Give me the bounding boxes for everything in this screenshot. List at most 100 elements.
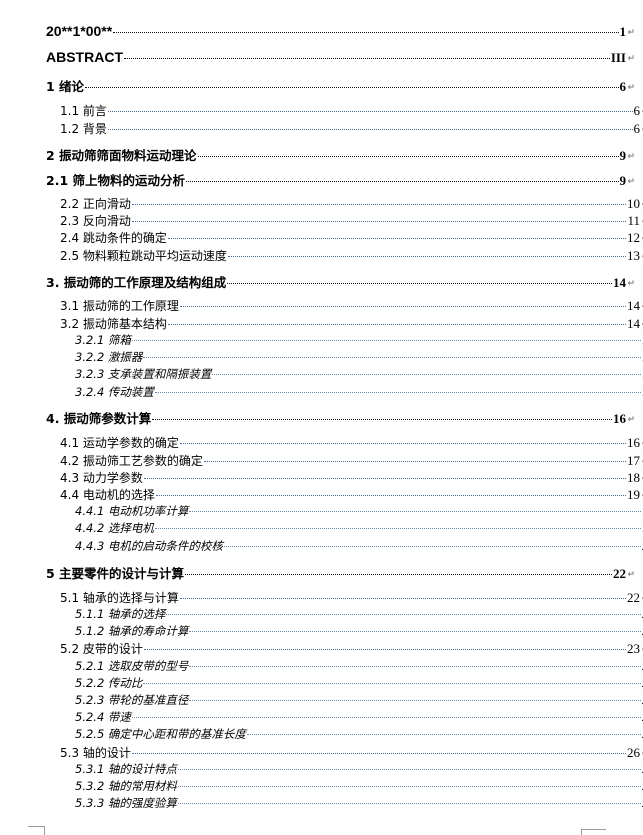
dot-leader xyxy=(186,181,619,182)
toc-entry[interactable]: 3.2.3 支承装置和隔振装置15↵ xyxy=(0,366,643,382)
toc-entry[interactable]: 4.4.1 电动机功率计算19↵ xyxy=(0,503,643,519)
toc-entry-title: 4.4 电动机的选择 xyxy=(60,488,155,502)
toc-entry[interactable]: 5 主要零件的设计与计算 22 ↵ xyxy=(0,563,635,582)
toc-entry[interactable]: 4. 振动筛参数计算 16 ↵ xyxy=(0,408,635,427)
toc-entry-title: 4.4.1 电动机功率计算 xyxy=(75,504,189,518)
toc-entry-title: 5.3.1 轴的设计特点 xyxy=(75,762,177,776)
dot-leader xyxy=(154,392,641,393)
toc-entry-title: 4. 振动筛参数计算 xyxy=(46,411,152,426)
toc-entry-title: 3.2.3 支承装置和隔振装置 xyxy=(75,367,212,381)
toc-entry-title: 5.2.3 带轮的基准直径 xyxy=(75,693,189,707)
toc-entry[interactable]: 2.3 反向滑动 11↵ xyxy=(0,212,643,229)
toc-entry[interactable]: 1 绪论 6 ↵ xyxy=(0,76,635,95)
toc-entry-title: 4.1 运动学参数的确定 xyxy=(60,436,179,450)
toc-entry-page: 22 xyxy=(627,590,640,605)
toc-entry-page: 16 xyxy=(627,435,640,450)
toc-entry-title: 5.3 轴的设计 xyxy=(60,746,131,760)
toc-entry[interactable]: 5.2.5 确定中心距和带的基准长度24↵ xyxy=(0,726,643,742)
toc-entry[interactable]: 5.1.2 轴承的寿命计算22↵ xyxy=(0,623,643,639)
dot-leader xyxy=(143,683,641,684)
toc-entry-title: 2 振动筛筛面物料运动理论 xyxy=(46,148,197,163)
toc-entry[interactable]: 20**1*00** 1 ↵ xyxy=(0,23,635,40)
toc-entry-page: 6 xyxy=(619,79,627,94)
toc-entry[interactable]: 5.2 皮带的设计 23↵ xyxy=(0,640,643,657)
toc-entry[interactable]: 2.5 物料颗粒跳动平均运动速度 13↵ xyxy=(0,247,643,264)
dot-leader xyxy=(203,461,626,462)
toc-entry[interactable]: 5.1 轴承的选择与计算 22↵ xyxy=(0,589,643,606)
toc-entry-page: 22 xyxy=(613,566,626,581)
dot-leader xyxy=(185,574,612,575)
dot-leader xyxy=(223,546,641,547)
toc-entry[interactable]: 2.4 跳动条件的确定 12↵ xyxy=(0,229,643,246)
toc-entry-page: 14 xyxy=(613,275,626,290)
dot-leader xyxy=(113,32,619,33)
toc-entry-page: 6 xyxy=(633,103,641,118)
toc-entry-page: 13 xyxy=(627,248,640,263)
toc-entry[interactable]: 4.2 振动筛工艺参数的确定 17↵ xyxy=(0,452,643,469)
toc-entry-title: 2.2 正向滑动 xyxy=(60,197,131,211)
dot-leader xyxy=(155,495,626,496)
toc-entry[interactable]: 5.3.1 轴的设计特点26↵ xyxy=(0,761,643,777)
toc-entry[interactable]: 2.2 正向滑动 10↵ xyxy=(0,195,643,212)
dot-leader xyxy=(177,769,641,770)
paragraph-mark-icon: ↵ xyxy=(627,28,635,38)
paragraph-mark-icon: ↵ xyxy=(627,152,635,162)
toc-entry[interactable]: 4.4 电动机的选择 19↵ xyxy=(0,486,643,503)
toc-entry[interactable]: 3.2.2 激振器15↵ xyxy=(0,349,643,365)
toc-entry[interactable]: 1.2 背景 6↵ xyxy=(0,120,643,137)
toc-entry[interactable]: ABSTRACT III ↵ xyxy=(0,49,635,66)
toc-entry[interactable]: 4.4.3 电机的启动条件的校核20↵ xyxy=(0,538,643,554)
toc-entry-title: 3.2.2 激振器 xyxy=(75,350,143,364)
toc-entry-page: 12 xyxy=(627,230,640,245)
dot-leader xyxy=(131,753,626,754)
toc-entry-title: 3. 振动筛的工作原理及结构组成 xyxy=(46,275,227,290)
toc-entry-title: 5.1.1 轴承的选择 xyxy=(75,607,166,621)
toc-entry[interactable]: 5.2.4 带速24↵ xyxy=(0,709,643,725)
toc-entry[interactable]: 5.2.1 选取皮带的型号23↵ xyxy=(0,658,643,674)
toc-entry[interactable]: 5.3.3 轴的强度验算26↵ xyxy=(0,795,643,811)
toc-entry[interactable]: 1.1 前言 6↵ xyxy=(0,102,643,119)
toc-entry[interactable]: 5.1.1 轴承的选择22↵ xyxy=(0,606,643,622)
paragraph-mark-icon: ↵ xyxy=(627,415,635,425)
toc-entry[interactable]: 3.2 振动筛基本结构 14↵ xyxy=(0,315,643,332)
toc-entry-title: 1.1 前言 xyxy=(60,104,107,118)
toc-entry[interactable]: 5.2.2 传动比23↵ xyxy=(0,675,643,691)
toc-entry-title: 3.1 振动筛的工作原理 xyxy=(60,299,179,313)
toc-entry-page: 9 xyxy=(619,148,627,163)
toc-entry-page: 26 xyxy=(627,745,640,760)
toc-entry[interactable]: 3. 振动筛的工作原理及结构组成 14 ↵ xyxy=(0,272,635,291)
dot-leader xyxy=(143,357,641,358)
dot-leader xyxy=(154,528,641,529)
toc-entry[interactable]: 3.2.1 筛箱14↵ xyxy=(0,332,643,348)
toc-entry-title: 4.4.2 选择电机 xyxy=(75,521,154,535)
dot-leader xyxy=(179,443,626,444)
toc-entry[interactable]: 4.1 运动学参数的确定 16↵ xyxy=(0,434,643,451)
toc-entry[interactable]: 2.1 筛上物料的运动分析 9 ↵ xyxy=(0,170,635,189)
paragraph-mark-icon: ↵ xyxy=(641,234,643,244)
toc-entry[interactable]: 5.2.3 带轮的基准直径23↵ xyxy=(0,692,643,708)
toc-entry[interactable]: 3.2.4 传动装置15↵ xyxy=(0,384,643,400)
dot-leader xyxy=(189,666,641,667)
dot-leader xyxy=(131,340,641,341)
dot-leader xyxy=(167,238,626,239)
dot-leader xyxy=(189,631,641,632)
toc-entry-title: 2.3 反向滑动 xyxy=(60,214,131,228)
paragraph-mark-icon: ↵ xyxy=(641,125,643,135)
toc-entry[interactable]: 4.3 动力学参数 18↵ xyxy=(0,469,643,486)
dot-leader xyxy=(143,478,626,479)
toc-entry[interactable]: 2 振动筛筛面物料运动理论 9 ↵ xyxy=(0,145,635,164)
toc-entry-title: 2.5 物料颗粒跳动平均运动速度 xyxy=(60,249,227,263)
toc-entry-title: 2.4 跳动条件的确定 xyxy=(60,231,167,245)
dot-leader xyxy=(131,221,627,222)
toc-entry-page: 6 xyxy=(633,121,641,136)
toc-entry[interactable]: 5.3 轴的设计 26↵ xyxy=(0,744,643,761)
toc-entry-title: 2.1 筛上物料的运动分析 xyxy=(46,173,185,188)
dot-leader xyxy=(177,786,641,787)
toc-entry[interactable]: 3.1 振动筛的工作原理 14↵ xyxy=(0,297,643,314)
toc-entry[interactable]: 4.4.2 选择电机19↵ xyxy=(0,520,643,536)
toc-entry[interactable]: 5.3.2 轴的常用材料26↵ xyxy=(0,778,643,794)
paragraph-mark-icon: ↵ xyxy=(641,320,643,330)
paragraph-mark-icon: ↵ xyxy=(641,252,643,262)
toc-entry-title: 5 主要零件的设计与计算 xyxy=(46,566,185,581)
toc-entry-page: 1 xyxy=(619,24,627,39)
